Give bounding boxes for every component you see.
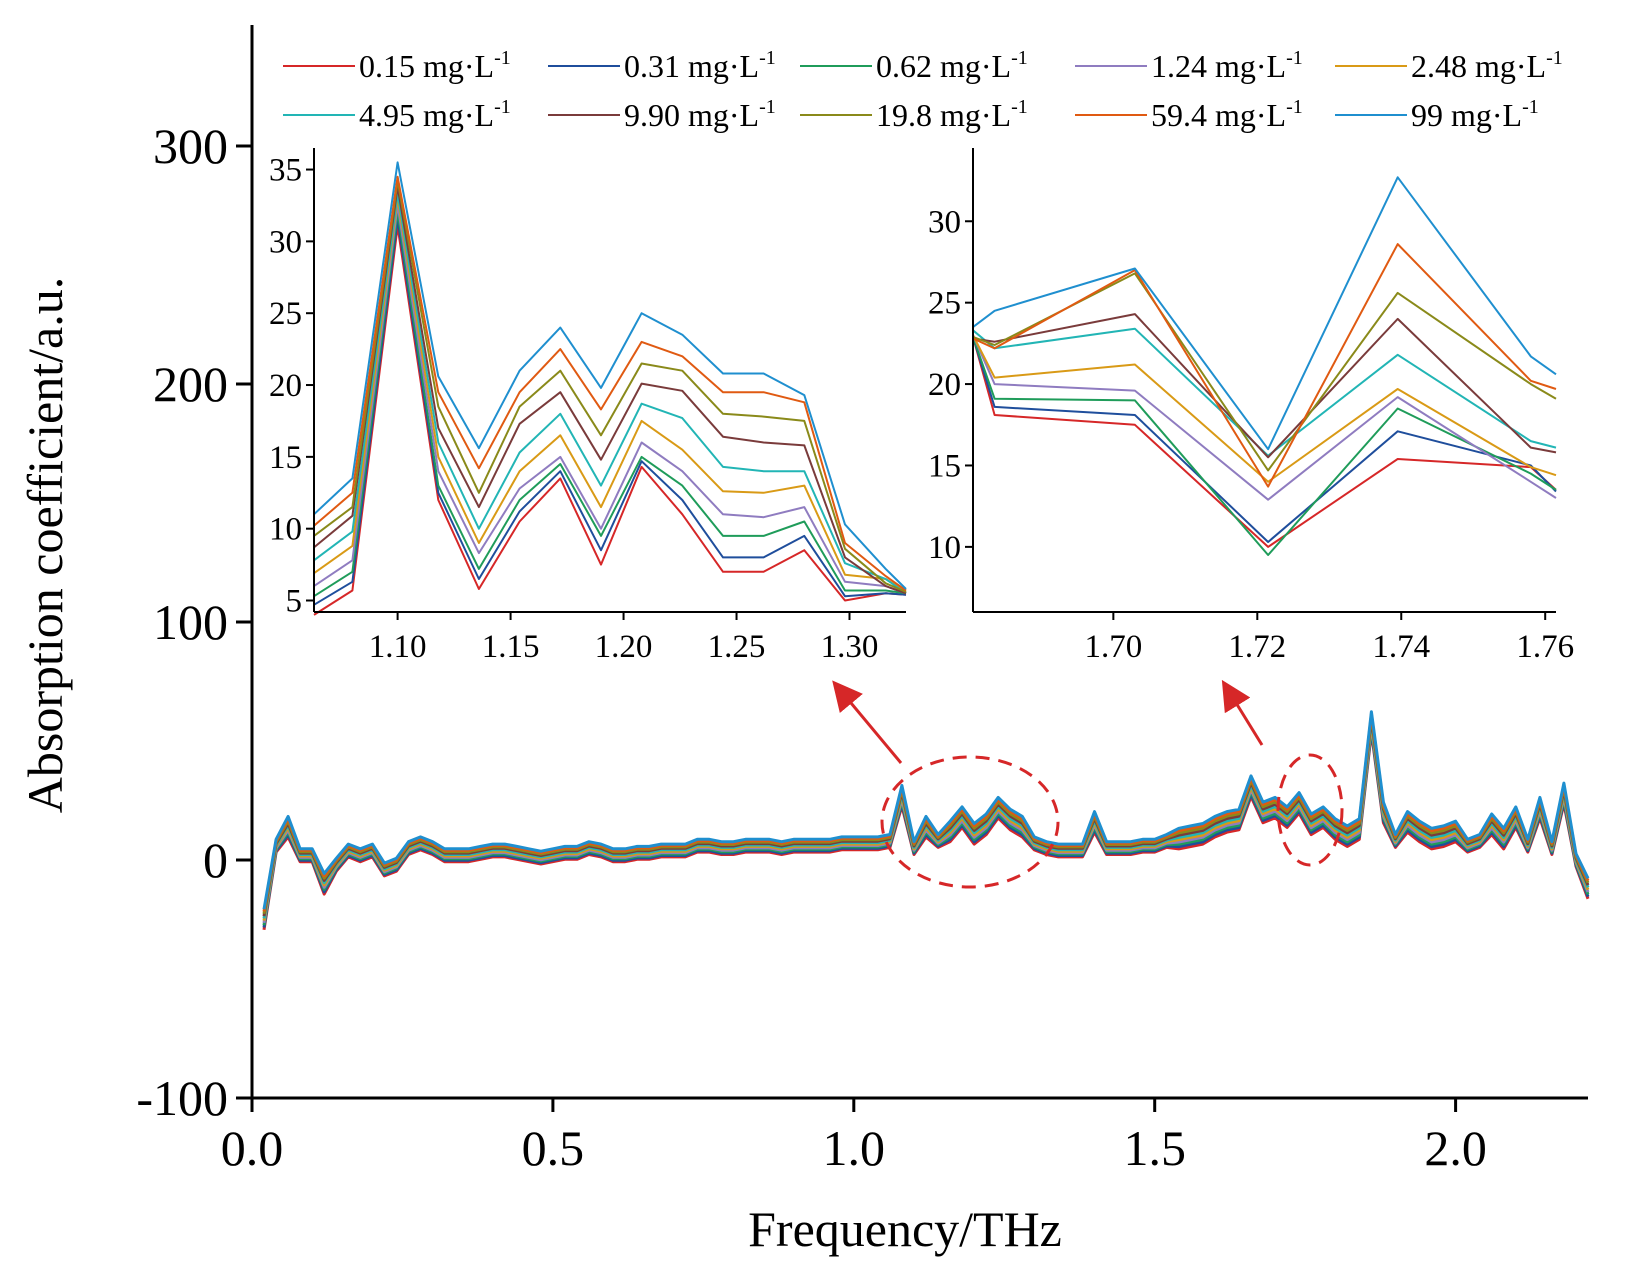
series-line-inset — [313, 218, 907, 606]
inset-x-tick-label: 1.20 — [595, 629, 653, 665]
zoom-region-ellipse — [880, 755, 1060, 889]
inset-1-72-thz: 1.70 1.72 1.74 1.76 10 15 20 25 30 — [928, 148, 1574, 665]
series-line-inset — [972, 272, 1557, 472]
inset-y-tick-label: 35 — [269, 153, 302, 189]
legend-label: 99 mg·L-1 — [1411, 96, 1539, 133]
x-tick-label: 1.0 — [823, 1120, 886, 1176]
main-plot-area — [262, 710, 1590, 931]
zoom-arrow — [1221, 679, 1264, 746]
series-line-inset — [972, 336, 1557, 556]
legend: 0.15 mg·L-1 0.31 mg·L-1 0.62 mg·L-1 1.24 mg… — [283, 47, 1563, 133]
legend-label: 0.15 mg·L-1 — [359, 47, 511, 84]
inset-y-tick-label: 20 — [928, 367, 961, 403]
series-line-inset — [972, 176, 1557, 451]
legend-label: 1.24 mg·L-1 — [1151, 47, 1303, 84]
series-line-main — [262, 712, 1590, 912]
inset-x-tick-label: 1.74 — [1372, 629, 1430, 665]
legend-label: 59.4 mg·L-1 — [1151, 96, 1303, 133]
x-tick-label: 1.5 — [1123, 1120, 1186, 1176]
series-line-inset — [313, 185, 907, 595]
inset-y-tick-label: 20 — [269, 368, 302, 404]
main-axes: 0.0 0.5 1.0 1.5 2.0 -100 0 100 200 300 — [136, 25, 1588, 1176]
series-line-inset — [972, 334, 1557, 501]
series-line-inset — [313, 193, 907, 595]
series-line-inset — [313, 226, 907, 616]
legend-label: 4.95 mg·L-1 — [359, 96, 511, 133]
series-line-inset — [972, 243, 1557, 488]
legend-label: 0.62 mg·L-1 — [876, 47, 1028, 84]
zoom-annotations — [832, 679, 1344, 889]
y-tick-label: 200 — [153, 356, 228, 412]
inset-y-tick-label: 10 — [269, 512, 302, 548]
x-tick-label: 0.5 — [522, 1120, 585, 1176]
x-axis-title: Frequency/THz — [748, 1201, 1062, 1257]
series-line-inset — [313, 211, 907, 598]
y-tick-label: 0 — [203, 832, 228, 888]
series-line-inset — [313, 161, 907, 590]
inset-x-tick-label: 1.70 — [1084, 629, 1142, 665]
legend-label: 19.8 mg·L-1 — [876, 96, 1028, 133]
series-line-inset — [313, 204, 907, 595]
zoom-arrow — [832, 680, 903, 764]
inset-x-tick-label: 1.10 — [369, 629, 427, 665]
series-line-inset — [972, 313, 1557, 459]
inset-y-tick-label: 15 — [269, 440, 302, 476]
inset-background — [314, 148, 906, 612]
legend-label: 9.90 mg·L-1 — [624, 96, 776, 133]
inset-x-tick-label: 1.76 — [1516, 629, 1574, 665]
inset-y-tick-label: 5 — [286, 584, 303, 620]
y-tick-label: 100 — [153, 594, 228, 650]
inset-x-tick-label: 1.15 — [482, 629, 540, 665]
legend-label: 2.48 mg·L-1 — [1411, 47, 1563, 84]
series-line-inset — [972, 334, 1557, 483]
series-line-inset — [313, 180, 907, 593]
legend-label: 0.31 mg·L-1 — [624, 47, 776, 84]
zoom-region-ellipse — [1276, 753, 1344, 867]
series-line-main — [262, 710, 1590, 910]
inset-1-10-thz: 1.10 1.15 1.20 1.25 1.30 5 10 15 20 25 30 35 — [269, 148, 907, 665]
inset-y-tick-label: 25 — [269, 296, 302, 332]
inset-x-tick-label: 1.30 — [821, 629, 879, 665]
inset-y-tick-label: 30 — [928, 204, 961, 240]
inset-x-tick-label: 1.25 — [708, 629, 766, 665]
inset-y-tick-label: 10 — [928, 530, 961, 566]
inset-y-tick-label: 30 — [269, 224, 302, 260]
series-line-inset — [313, 175, 907, 592]
y-tick-label: -100 — [136, 1070, 228, 1126]
inset-y-tick-label: 15 — [928, 448, 961, 484]
inset-x-tick-label: 1.72 — [1228, 629, 1286, 665]
x-tick-label: 2.0 — [1424, 1120, 1487, 1176]
y-axis-title: Absorption coefficient/a.u. — [17, 277, 73, 813]
series-line-inset — [972, 336, 1557, 543]
series-line-inset — [313, 197, 907, 593]
y-tick-label: 300 — [153, 118, 228, 174]
inset-background — [973, 148, 1556, 612]
inset-y-tick-label: 25 — [928, 286, 961, 322]
x-tick-label: 0.0 — [221, 1120, 284, 1176]
